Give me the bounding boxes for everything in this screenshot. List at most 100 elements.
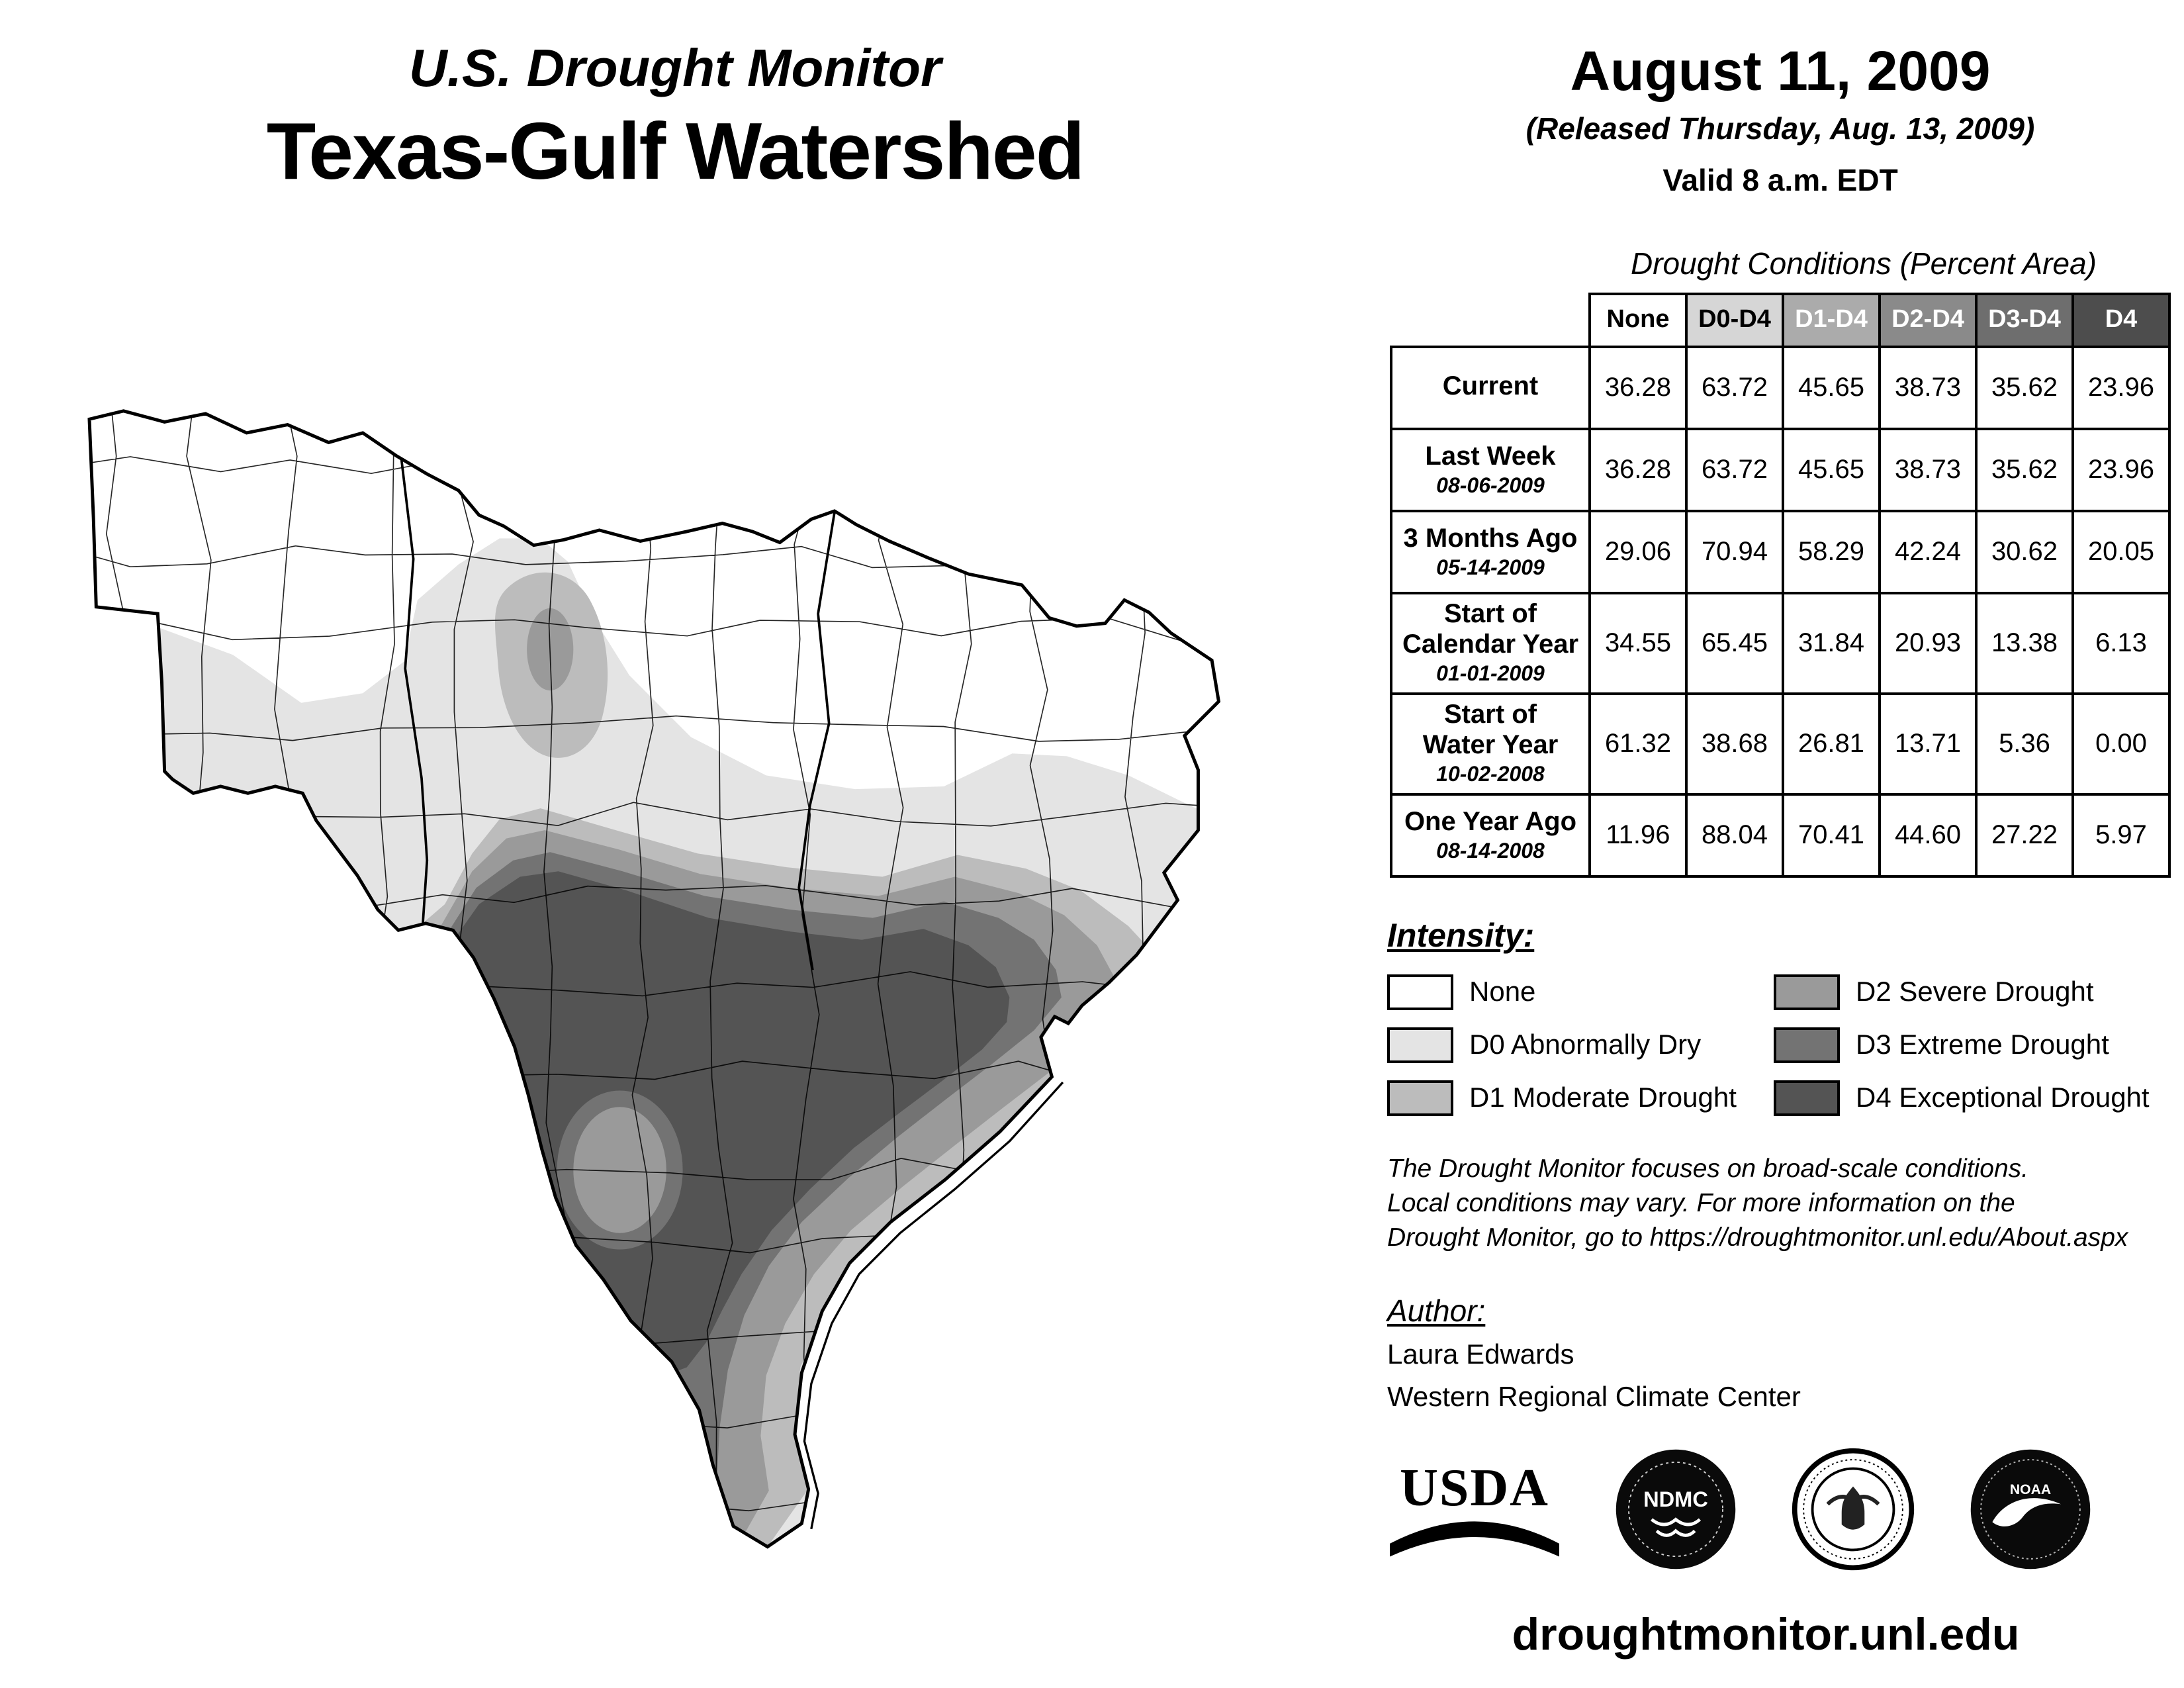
legend-swatch-none bbox=[1387, 974, 1453, 1010]
disclaimer-line: Local conditions may vary. For more info… bbox=[1387, 1188, 2015, 1218]
table-header-row: None D0-D4 D1-D4 D2-D4 D3-D4 D4 bbox=[1391, 293, 2171, 348]
col-header-d4: D4 bbox=[2071, 293, 2171, 348]
footer-url: droughtmonitor.unl.edu bbox=[1512, 1609, 2020, 1660]
legend-swatch-d3 bbox=[1774, 1027, 1840, 1063]
row-label: 3 Months Ago 05-14-2009 bbox=[1390, 510, 1591, 594]
table-row: One Year Ago 08-14-2008 11.96 88.04 70.4… bbox=[1390, 793, 2171, 878]
row-label: Start of Calendar Year 01-01-2009 bbox=[1390, 592, 1591, 695]
legend-item: None bbox=[1387, 974, 1774, 1010]
table-cell: 13.38 bbox=[1975, 592, 2074, 695]
table-cell: 38.68 bbox=[1685, 692, 1784, 796]
col-header-d1-d4: D1-D4 bbox=[1782, 293, 1881, 348]
table-cell: 13.71 bbox=[1878, 692, 1978, 796]
table-row: Last Week 08-06-2009 36.28 63.72 45.65 3… bbox=[1390, 428, 2171, 512]
table-cell: 42.24 bbox=[1878, 510, 1978, 594]
released-date: (Released Thursday, Aug. 13, 2009) bbox=[1525, 111, 2035, 146]
table-cell: 70.41 bbox=[1782, 793, 1881, 878]
legend-swatch-d0 bbox=[1387, 1027, 1453, 1063]
legend-label: D0 Abnormally Dry bbox=[1469, 1029, 1702, 1060]
table-cell: 20.05 bbox=[2071, 510, 2171, 594]
row-label-date: 10-02-2008 bbox=[1436, 764, 1545, 786]
usda-logo: USDA bbox=[1387, 1457, 1562, 1557]
legend-item: D3 Extreme Drought bbox=[1774, 1027, 2173, 1063]
table-cell: 35.62 bbox=[1975, 346, 2074, 430]
disclaimer-line: Drought Monitor, go to https://droughtmo… bbox=[1387, 1223, 2128, 1252]
author-heading: Author: bbox=[1387, 1293, 1486, 1328]
legend-item: D1 Moderate Drought bbox=[1387, 1080, 1774, 1116]
table-cell: 45.65 bbox=[1782, 346, 1881, 430]
subbasin-boundaries bbox=[400, 455, 836, 970]
info-panel: August 11, 2009 (Released Thursday, Aug.… bbox=[1387, 0, 2173, 1662]
table-cell: 58.29 bbox=[1782, 510, 1881, 594]
table-cell: 26.81 bbox=[1782, 692, 1881, 796]
legend-label: None bbox=[1469, 976, 1536, 1007]
row-label-text: Start of Calendar Year bbox=[1402, 600, 1579, 659]
table-row: 3 Months Ago 05-14-2009 29.06 70.94 58.2… bbox=[1390, 510, 2171, 594]
noaa-logo: NOAA bbox=[1970, 1449, 2091, 1569]
table-cell: 23.96 bbox=[2071, 346, 2171, 430]
table-row: Current 36.28 63.72 45.65 38.73 35.62 23… bbox=[1390, 346, 2171, 430]
table-cell: 35.62 bbox=[1975, 428, 2074, 512]
row-label-text: 3 Months Ago bbox=[1403, 524, 1578, 553]
table-cell: 45.65 bbox=[1782, 428, 1881, 512]
legend-swatch-d1 bbox=[1387, 1080, 1453, 1116]
row-label: Last Week 08-06-2009 bbox=[1390, 428, 1591, 512]
disclaimer: The Drought Monitor focuses on broad-sca… bbox=[1387, 1153, 2173, 1256]
valid-time: Valid 8 a.m. EDT bbox=[1662, 163, 1898, 197]
report-date: August 11, 2009 bbox=[1570, 40, 1991, 102]
table-cell: 11.96 bbox=[1588, 793, 1688, 878]
drought-d4-region bbox=[89, 871, 1010, 1376]
ndmc-logo-text: NDMC bbox=[1643, 1487, 1708, 1511]
row-label-date: 01-01-2009 bbox=[1436, 663, 1545, 686]
author-name: Laura Edwards bbox=[1387, 1339, 1574, 1370]
table-cell: 20.93 bbox=[1878, 592, 1978, 695]
row-label-date: 08-14-2008 bbox=[1436, 840, 1545, 863]
legend-label: D3 Extreme Drought bbox=[1856, 1029, 2109, 1060]
col-header-d2-d4: D2-D4 bbox=[1878, 293, 1978, 348]
agency-logos: USDA NDMC NOAA bbox=[1387, 1446, 2173, 1573]
barrier-islands bbox=[803, 1081, 1064, 1530]
row-label-text: Current bbox=[1442, 371, 1539, 400]
col-header-d0-d4: D0-D4 bbox=[1685, 293, 1784, 348]
table-cell: 31.84 bbox=[1782, 592, 1881, 695]
table-cell: 36.28 bbox=[1588, 428, 1688, 512]
table-row: Start of Calendar Year 01-01-2009 34.55 … bbox=[1390, 592, 2171, 695]
table-cell: 23.96 bbox=[2071, 428, 2171, 512]
row-label: Current bbox=[1390, 346, 1591, 430]
row-label-date: 08-06-2009 bbox=[1436, 475, 1545, 497]
usda-logo-text: USDA bbox=[1400, 1457, 1549, 1517]
region-title: Texas-Gulf Watershed bbox=[266, 106, 1085, 196]
table-cell: 63.72 bbox=[1685, 428, 1784, 512]
row-label-text: One Year Ago bbox=[1404, 807, 1577, 836]
row-label-date: 05-14-2009 bbox=[1436, 557, 1545, 579]
table-cell: 38.73 bbox=[1878, 346, 1978, 430]
report-title: U.S. Drought Monitor bbox=[408, 40, 942, 98]
table-cell: 65.45 bbox=[1685, 592, 1784, 695]
table-cell: 38.73 bbox=[1878, 428, 1978, 512]
legend-label: D1 Moderate Drought bbox=[1469, 1082, 1737, 1113]
table-caption: Drought Conditions (Percent Area) bbox=[1631, 246, 2097, 281]
col-header-d3-d4: D3-D4 bbox=[1975, 293, 2074, 348]
legend-label: D4 Exceptional Drought bbox=[1856, 1082, 2150, 1113]
table-cell: 27.22 bbox=[1975, 793, 2074, 878]
table-cell: 5.97 bbox=[2071, 793, 2171, 878]
intensity-heading: Intensity: bbox=[1387, 917, 1535, 955]
row-label: One Year Ago 08-14-2008 bbox=[1390, 793, 1591, 878]
legend-item: D4 Exceptional Drought bbox=[1774, 1080, 2173, 1116]
usda-swoosh bbox=[1390, 1521, 1559, 1557]
ndmc-logo: NDMC bbox=[1615, 1449, 1736, 1569]
col-header-none: None bbox=[1588, 293, 1688, 348]
table-cell: 29.06 bbox=[1588, 510, 1688, 594]
drought-map bbox=[69, 395, 1313, 1573]
row-label-text: Last Week bbox=[1425, 442, 1556, 471]
intensity-legend: None D0 Abnormally Dry D1 Moderate Droug… bbox=[1387, 974, 2173, 1116]
legend-label: D2 Severe Drought bbox=[1856, 976, 2094, 1007]
table-cell: 34.55 bbox=[1588, 592, 1688, 695]
table-cell: 44.60 bbox=[1878, 793, 1978, 878]
legend-item: D0 Abnormally Dry bbox=[1387, 1027, 1774, 1063]
drought-conditions-table: None D0-D4 D1-D4 D2-D4 D3-D4 D4 Current … bbox=[1390, 293, 2171, 878]
table-corner bbox=[1391, 294, 1590, 347]
author-org: Western Regional Climate Center bbox=[1387, 1382, 1801, 1413]
table-cell: 6.13 bbox=[2071, 592, 2171, 695]
